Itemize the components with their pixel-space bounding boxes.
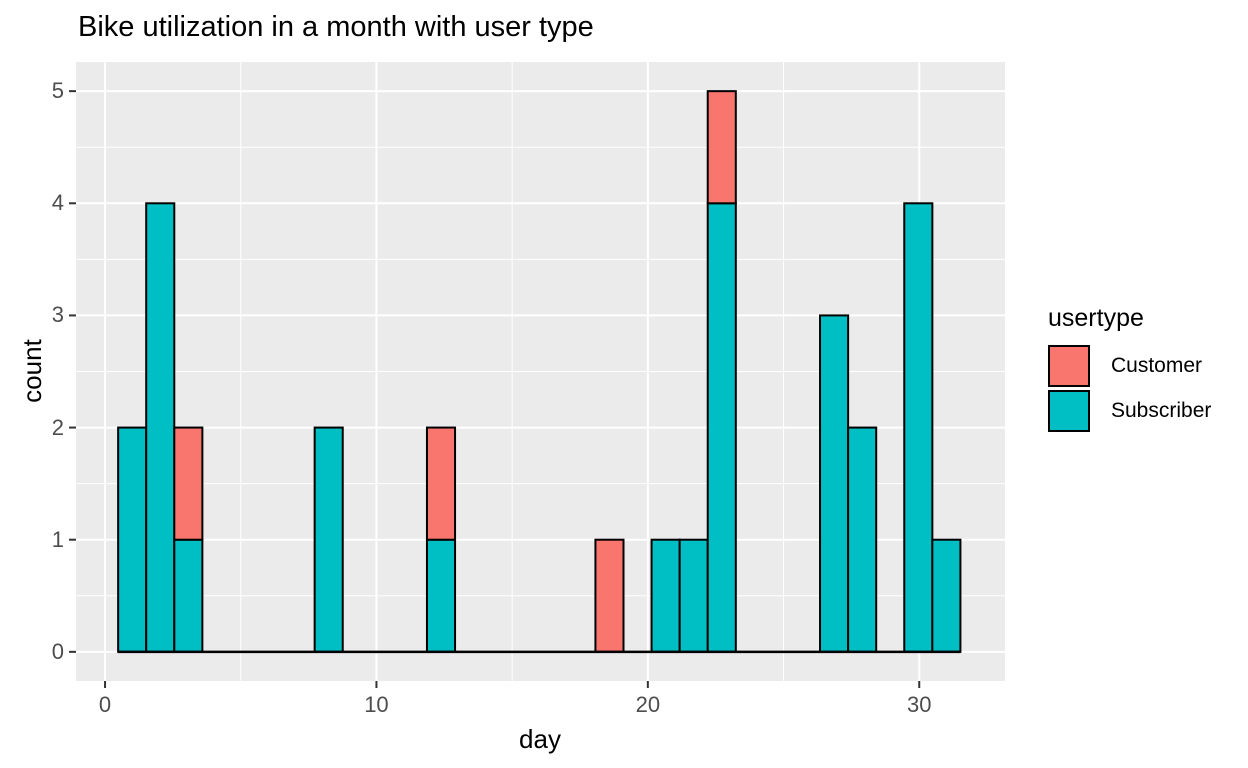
legend-title: usertype bbox=[1048, 304, 1144, 332]
y-tick-label: 1 bbox=[51, 526, 64, 552]
bar-segment-subscriber bbox=[650, 538, 681, 653]
bar-segment-subscriber bbox=[706, 202, 737, 653]
bar-segment-subscriber bbox=[819, 314, 850, 653]
y-tick-label: 2 bbox=[51, 414, 64, 440]
bar-segment-subscriber bbox=[145, 202, 176, 653]
bar-segment-customer bbox=[594, 538, 625, 653]
x-tick-label: 20 bbox=[635, 692, 661, 717]
bar-segment-subscriber bbox=[847, 426, 878, 653]
bar-segment-subscriber bbox=[173, 538, 204, 653]
legend-entry-subscriber: Subscriber bbox=[1048, 390, 1211, 432]
bar-segment-subscriber bbox=[678, 538, 709, 653]
customer-swatch-icon bbox=[1048, 345, 1090, 387]
subscriber-swatch-icon bbox=[1048, 390, 1090, 432]
y-tick-label: 4 bbox=[51, 190, 64, 216]
x-tick-label: 30 bbox=[906, 692, 932, 717]
bar-segment-subscriber bbox=[425, 538, 457, 653]
legend-label-customer: Customer bbox=[1111, 354, 1203, 377]
bar-segment-subscriber bbox=[117, 426, 148, 653]
bar-segment-subscriber bbox=[313, 426, 344, 653]
y-tick-label: 0 bbox=[51, 638, 64, 664]
x-axis-title: day bbox=[519, 724, 561, 754]
bar-segment-customer bbox=[173, 426, 204, 541]
bar-segment-customer bbox=[706, 90, 737, 205]
y-tick-label: 3 bbox=[51, 302, 64, 328]
x-tick-label: 0 bbox=[98, 692, 112, 717]
bar-segment-customer bbox=[425, 426, 457, 541]
chart-title: Bike utilization in a month with user ty… bbox=[78, 11, 594, 43]
legend-entry-customer: Customer bbox=[1048, 345, 1211, 387]
y-tick-label: 5 bbox=[51, 78, 64, 104]
legend-label-subscriber: Subscriber bbox=[1111, 399, 1212, 422]
bar-segment-subscriber bbox=[903, 202, 934, 653]
bar-segment-subscriber bbox=[931, 538, 962, 653]
x-tick-label: 10 bbox=[364, 692, 389, 717]
y-axis-title: count bbox=[17, 339, 47, 403]
legend: usertype Customer Subscriber bbox=[1048, 304, 1211, 435]
